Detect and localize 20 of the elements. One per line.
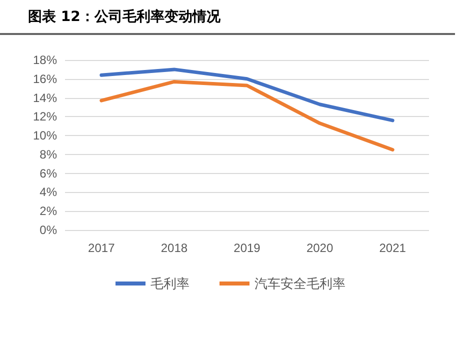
line-series bbox=[100, 80, 394, 152]
y-tick-label: 2% bbox=[40, 204, 58, 218]
y-tick-label: 8% bbox=[40, 147, 58, 162]
y-tick-label: 4% bbox=[40, 185, 58, 200]
y-tick-label: 16% bbox=[32, 72, 58, 86]
x-tick-label: 2020 bbox=[306, 241, 334, 255]
x-tick-label: 2018 bbox=[160, 241, 188, 255]
x-tick-label: 2017 bbox=[88, 241, 116, 255]
legend-label: 汽车安全毛利率 bbox=[254, 276, 346, 291]
legend-label: 毛利率 bbox=[150, 276, 190, 291]
y-tick-label: 0% bbox=[40, 223, 58, 237]
y-tick-label: 6% bbox=[40, 166, 58, 180]
y-tick-label: 14% bbox=[32, 90, 58, 105]
line-series bbox=[100, 68, 394, 122]
y-tick-label: 10% bbox=[32, 128, 58, 143]
chart-title: 图表 12：公司毛利率变动情况 bbox=[28, 8, 220, 26]
x-tick-label: 2021 bbox=[379, 241, 406, 255]
x-tick-label: 2019 bbox=[234, 241, 261, 255]
y-tick-label: 18% bbox=[32, 53, 58, 67]
y-tick-label: 12% bbox=[32, 110, 58, 124]
